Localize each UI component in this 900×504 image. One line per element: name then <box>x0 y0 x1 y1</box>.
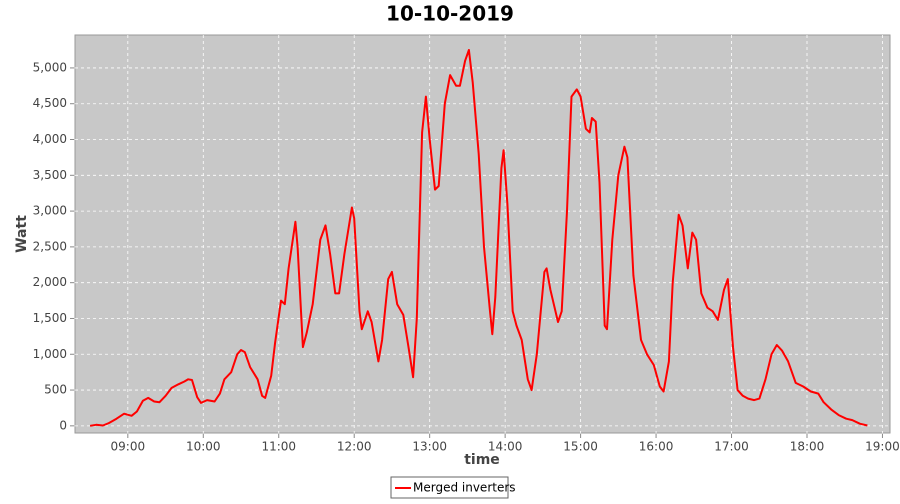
legend-label: Merged inverters <box>413 481 516 495</box>
y-tick-label: 4,500 <box>33 96 67 110</box>
y-tick-label: 2,500 <box>33 239 67 253</box>
y-tick-label: 0 <box>59 418 67 432</box>
x-tick-label: 11:00 <box>261 440 296 454</box>
x-axis-label: time <box>464 452 500 468</box>
y-tick-label: 5,000 <box>33 60 67 74</box>
y-axis-label: Watt <box>14 215 30 253</box>
x-tick-label: 16:00 <box>639 440 674 454</box>
y-tick-label: 4,000 <box>33 132 67 146</box>
x-tick-label: 15:00 <box>563 440 598 454</box>
x-tick-label: 18:00 <box>790 440 825 454</box>
y-tick-label: 3,500 <box>33 168 67 182</box>
x-tick-label: 10:00 <box>186 440 221 454</box>
data-line <box>89 49 868 427</box>
legend-box <box>390 476 509 499</box>
y-tick-label: 500 <box>44 383 67 397</box>
y-tick-label: 2,000 <box>33 275 67 289</box>
x-tick-label: 13:00 <box>412 440 447 454</box>
y-tick-label: 1,000 <box>33 347 67 361</box>
y-tick-label: 3,000 <box>33 204 67 218</box>
x-tick-label: 19:00 <box>865 440 900 454</box>
x-tick-label: 12:00 <box>337 440 372 454</box>
x-tick-label: 17:00 <box>714 440 749 454</box>
chart-title: 10-10-2019 <box>386 2 514 26</box>
y-tick-label: 1,500 <box>33 311 67 325</box>
x-tick-label: 14:00 <box>488 440 523 454</box>
x-tick-label: 09:00 <box>111 440 146 454</box>
